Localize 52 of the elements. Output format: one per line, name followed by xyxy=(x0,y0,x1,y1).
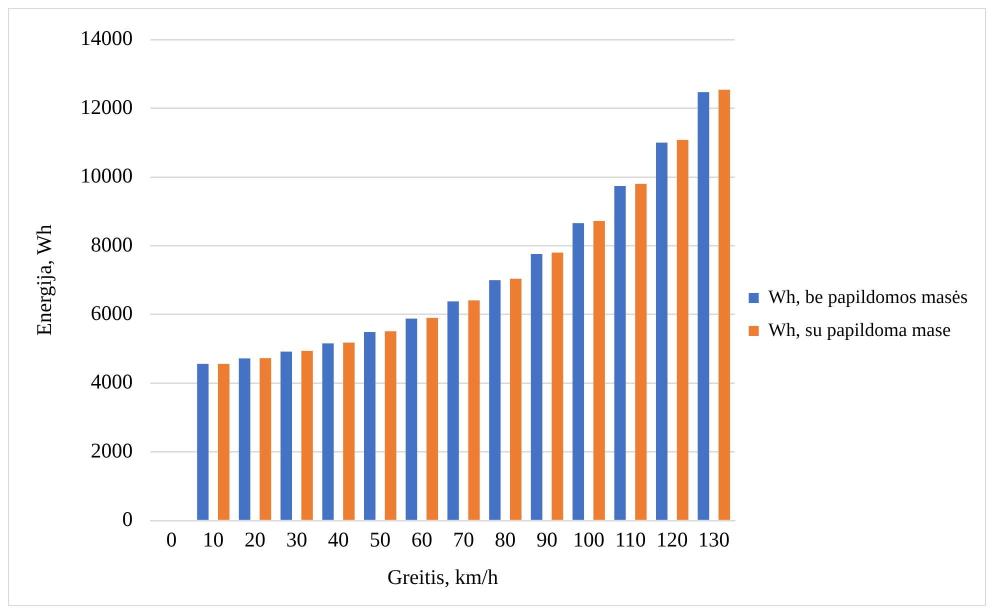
x-tick-label: 120 xyxy=(656,528,688,552)
bar xyxy=(197,364,209,520)
bar xyxy=(406,318,418,520)
bar xyxy=(718,90,730,520)
x-tick-label: 40 xyxy=(328,528,349,552)
legend-label: Wh, su papildoma mase xyxy=(768,320,951,341)
bar xyxy=(489,280,501,520)
bar xyxy=(614,186,626,520)
bar xyxy=(552,252,564,520)
x-tick-label: 110 xyxy=(615,528,646,552)
bar xyxy=(447,301,459,520)
x-tick-label: 100 xyxy=(572,528,604,552)
bar xyxy=(676,140,688,520)
bar xyxy=(468,300,480,520)
bar xyxy=(593,221,605,520)
x-tick-label: 30 xyxy=(286,528,308,552)
bar xyxy=(384,331,396,520)
bar xyxy=(530,254,542,520)
legend-label: Wh, be papildomos masės xyxy=(768,286,968,308)
bar xyxy=(364,332,376,520)
bar xyxy=(260,358,272,520)
bar xyxy=(635,184,647,520)
x-tick-label: 0 xyxy=(166,528,177,552)
bar xyxy=(572,223,584,520)
x-tick-label: 50 xyxy=(370,528,391,552)
bar xyxy=(510,278,522,520)
x-tick-label: 20 xyxy=(244,528,266,552)
x-tick-label: 60 xyxy=(411,528,432,552)
x-tick-label: 10 xyxy=(202,528,224,552)
bar xyxy=(656,142,668,520)
y-tick-label: 8000 xyxy=(90,232,133,256)
y-tick-label: 4000 xyxy=(90,370,133,394)
y-tick-label: 0 xyxy=(122,507,133,532)
x-tick-label: 80 xyxy=(494,528,516,552)
bar xyxy=(322,343,334,520)
y-axis-title: Energija, Wh xyxy=(32,224,56,336)
bar xyxy=(301,350,313,520)
x-axis-title: Greitis, km/h xyxy=(387,564,499,589)
y-tick-label: 14000 xyxy=(80,26,133,50)
y-tick-label: 6000 xyxy=(90,300,133,325)
bar xyxy=(218,364,230,520)
bar xyxy=(426,318,438,520)
bar xyxy=(698,92,710,520)
bar xyxy=(343,342,355,520)
bar xyxy=(280,352,292,520)
x-tick-label: 70 xyxy=(453,528,474,552)
y-tick-label: 12000 xyxy=(80,94,133,119)
x-tick-label: 130 xyxy=(698,528,730,552)
x-tick-label: 90 xyxy=(536,528,558,552)
y-tick-label: 10000 xyxy=(80,164,133,188)
y-tick-label: 2000 xyxy=(90,438,133,462)
bar xyxy=(238,358,250,520)
